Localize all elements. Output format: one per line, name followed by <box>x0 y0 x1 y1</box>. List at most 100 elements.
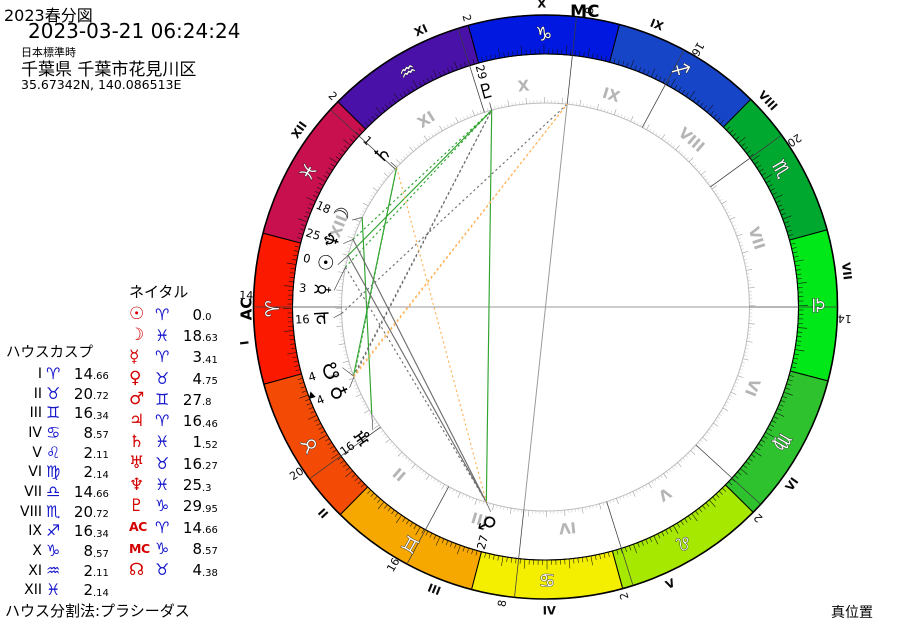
planet-degree: 16 <box>182 454 202 473</box>
cusp-degree: 16 <box>73 522 93 541</box>
cusp-degree: 2 <box>83 463 93 482</box>
svg-text:8: 8 <box>495 599 509 608</box>
svg-text:16: 16 <box>337 438 357 458</box>
planet-degree: 25 <box>182 476 202 495</box>
svg-text:II: II <box>389 464 409 485</box>
svg-text:XI: XI <box>414 107 438 131</box>
svg-text:▲: ▲ <box>307 389 317 401</box>
cusp-degree-frac: .14 <box>93 469 109 481</box>
cusp-degree-frac: .66 <box>93 371 109 383</box>
planet-degree-frac: .41 <box>202 354 218 366</box>
svg-text:X: X <box>537 0 546 11</box>
svg-text:VII: VII <box>839 262 855 281</box>
mercury-icon: ☿ <box>310 282 335 296</box>
cusp-degree-frac: .72 <box>93 509 109 521</box>
planet-degree: 18 <box>182 326 202 345</box>
svg-text:II: II <box>315 506 331 522</box>
node-icon: ☊ <box>317 359 345 383</box>
svg-text:29: 29 <box>473 63 490 81</box>
planet-degree: 3 <box>192 348 202 367</box>
uranus-glyph: ♅ <box>129 453 145 474</box>
sign-glyph: ♊ <box>46 403 61 423</box>
cusp-row: XI ♒ 2.11 <box>6 561 109 581</box>
cusp-row: XII ♓ 2.14 <box>6 581 109 601</box>
sign-glyph: ♈ <box>46 363 61 383</box>
sign-glyph: ♋ <box>46 422 61 442</box>
natal-list: ☉ ♈ 0.0 ☽ ♓ 18.63 ☿ ♈ 3.41 ♀ ♉ 4.75 ♂ ♊ 27.8 ♃ ♈ 16.46 ♄ ♓ 1… <box>129 304 218 581</box>
sign-glyph: ♉ <box>155 368 170 388</box>
cusp-degree: 8 <box>83 423 93 442</box>
sign-glyph: ♓ <box>155 325 170 345</box>
natal-row: ♀ ♉ 4.75 <box>129 368 218 389</box>
svg-text:♋: ♋ <box>539 568 556 590</box>
venus-icon: ♀ <box>325 381 353 404</box>
sign-glyph: ♓ <box>155 475 170 495</box>
planet-degree-frac: .75 <box>202 376 218 388</box>
planet-degree-frac: .3 <box>202 482 212 494</box>
natal-heading: ネイタル <box>129 283 189 301</box>
svg-text:I: I <box>237 340 251 346</box>
house-numeral: III <box>29 405 42 422</box>
planet-degree: 4 <box>192 561 202 580</box>
cusp-degree-frac: .11 <box>93 568 109 580</box>
moon-glyph: ☽ <box>129 325 145 346</box>
planet-degree: 29 <box>182 497 202 516</box>
sign-glyph: ♓ <box>155 432 170 452</box>
sign-glyph: ♓ <box>46 580 61 600</box>
planet-degree-frac: .46 <box>202 418 218 430</box>
cusp-row: VII ♎ 14.66 <box>6 482 109 502</box>
cusp-degree-frac: .72 <box>93 391 109 403</box>
coordinates-label: 35.67342N, 140.086513E <box>21 77 182 92</box>
timezone-label: 日本標準時 <box>21 46 76 59</box>
cusp-degree: 8 <box>83 542 93 561</box>
position-type-label: 真位置 <box>831 605 873 621</box>
sun-glyph: ☉ <box>129 304 145 325</box>
svg-text:18: 18 <box>314 198 333 217</box>
natal-row: ♃ ♈ 16.46 <box>129 410 218 431</box>
planet-degree-frac: .57 <box>202 546 218 558</box>
cusp-degree: 16 <box>73 404 93 423</box>
pluto-glyph: ♇ <box>129 495 145 516</box>
cusp-degree: 2 <box>83 443 93 462</box>
sign-glyph: ♈ <box>155 517 170 537</box>
venus-glyph: ♀ <box>129 368 142 389</box>
natal-row: ♂ ♊ 27.8 <box>129 389 218 410</box>
natal-row: MC ♑ 8.57 <box>129 538 218 559</box>
cusp-row: X ♑ 8.57 <box>6 541 109 561</box>
svg-text:27: 27 <box>474 533 491 551</box>
svg-text:2: 2 <box>460 13 474 23</box>
sign-glyph: ♉ <box>155 560 170 580</box>
house-system-label: ハウス分割法:プラシーダス <box>5 602 190 620</box>
sign-glyph: ♎ <box>46 481 61 501</box>
sign-glyph: ♈ <box>155 347 170 367</box>
house-numeral: I <box>37 365 42 382</box>
sign-glyph: ♉ <box>155 453 170 473</box>
svg-text:III: III <box>469 508 490 530</box>
natal-row: ♄ ♓ 1.52 <box>129 432 218 453</box>
sign-glyph: ♒ <box>46 560 61 580</box>
cusp-degree: 20 <box>73 384 93 403</box>
svg-text:16: 16 <box>295 312 310 327</box>
planet-degree: 16 <box>182 412 202 431</box>
cusp-degree: 14 <box>73 482 93 501</box>
sun-icon: ☉ <box>312 251 339 273</box>
cusp-row: IV ♋ 8.57 <box>6 423 109 443</box>
svg-text:III: III <box>426 580 443 598</box>
sign-glyph: ♈ <box>155 411 170 431</box>
planet-degree-frac: .95 <box>202 503 218 515</box>
svg-text:VI: VI <box>782 475 801 494</box>
natal-row: ♇ ♑ 29.95 <box>129 496 218 517</box>
planet-degree: 1 <box>192 433 202 452</box>
natal-row: AC ♈ 14.66 <box>129 517 218 538</box>
house-numeral: II <box>33 385 42 402</box>
natal-row: ☿ ♈ 3.41 <box>129 347 218 368</box>
cusp-degree: 20 <box>73 502 93 521</box>
planet-degree-frac: .8 <box>202 397 212 409</box>
svg-text:XI: XI <box>412 21 430 39</box>
cusp-degree-frac: .57 <box>93 430 109 442</box>
cusp-degree: 14 <box>73 364 93 383</box>
svg-text:25: 25 <box>304 225 322 243</box>
planet-degree: 4 <box>192 369 202 388</box>
mc-glyph: MC <box>129 540 150 556</box>
